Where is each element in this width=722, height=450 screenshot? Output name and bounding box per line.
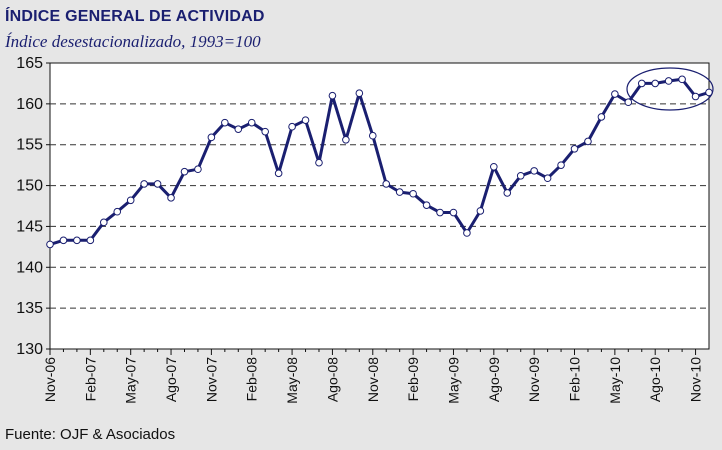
data-point [637, 79, 646, 88]
x-tick-label: Nov-09 [526, 357, 542, 402]
x-tick-label: May-07 [123, 357, 139, 404]
x-tick-label: Ago-10 [647, 357, 663, 402]
data-point [664, 77, 673, 85]
data-point [624, 98, 633, 107]
data-point [328, 91, 337, 100]
data-point [315, 158, 323, 167]
data-point [167, 194, 175, 202]
data-point [409, 189, 417, 198]
data-point [140, 180, 148, 188]
data-point [234, 125, 243, 133]
data-point [476, 207, 485, 215]
x-tick-label: Nov-10 [688, 357, 704, 402]
data-point [46, 240, 54, 249]
data-point [691, 92, 700, 101]
data-point [530, 167, 538, 175]
data-point [221, 118, 229, 127]
data-point [490, 162, 498, 171]
y-tick-label: 150 [16, 178, 43, 195]
x-tick-label: May-08 [284, 357, 300, 404]
x-tick-label: Feb-07 [82, 357, 98, 402]
data-point [342, 136, 350, 144]
y-tick-label: 160 [16, 96, 43, 113]
data-point [570, 145, 579, 153]
data-point [368, 131, 377, 140]
data-point [73, 236, 81, 245]
data-point [355, 89, 364, 98]
chart-title: ÍNDICE GENERAL DE ACTIVIDAD [5, 8, 265, 25]
data-point [194, 165, 202, 174]
data-point [516, 171, 525, 180]
data-point [207, 133, 216, 142]
data-point [59, 236, 68, 245]
highlight-ellipse [626, 67, 714, 111]
data-point [301, 116, 310, 124]
y-tick-label: 135 [16, 300, 43, 317]
x-tick-label: Nov-07 [203, 357, 219, 402]
y-tick-label: 145 [16, 218, 43, 235]
data-point [436, 208, 444, 217]
data-point [422, 201, 431, 209]
data-point [113, 207, 122, 216]
data-point [395, 188, 404, 196]
data-point [261, 127, 269, 136]
data-point [503, 189, 512, 197]
x-tick-label: Ago-09 [486, 357, 502, 402]
y-axis-ticks: 130 135 140 145 150 155 160 165 [16, 55, 50, 358]
x-tick-label: Nov-06 [42, 357, 58, 402]
x-tick-label: May-09 [445, 357, 461, 404]
y-tick-label: 130 [16, 341, 43, 358]
data-point [153, 180, 162, 188]
data-point [449, 208, 458, 217]
data-point [247, 118, 256, 127]
x-tick-label: Ago-07 [163, 357, 179, 402]
x-tick-label: Feb-09 [405, 357, 421, 402]
data-point [126, 196, 135, 205]
x-tick-label: Feb-10 [567, 357, 583, 402]
plot-area [49, 62, 710, 350]
data-point [543, 174, 552, 183]
series-group [46, 75, 713, 249]
data-point [288, 122, 296, 131]
data-point [99, 218, 108, 227]
x-tick-label: Feb-08 [244, 357, 260, 402]
data-point [584, 137, 592, 146]
x-axis-ticks: Nov-06 Feb-07 May-07 Ago-07 Nov-07 Feb-08 May-… [42, 349, 704, 404]
data-point [274, 169, 283, 178]
data-point [382, 180, 391, 188]
chart-subtitle: Índice desestacionalizado, 1993=100 [5, 32, 261, 51]
data-point [86, 236, 95, 245]
data-point [180, 167, 189, 176]
source-note: Fuente: OJF & Asociados [5, 426, 176, 443]
data-point [651, 79, 660, 88]
x-tick-label: Ago-08 [324, 357, 340, 402]
y-tick-label: 165 [16, 55, 43, 72]
data-point [597, 113, 606, 121]
y-tick-label: 155 [16, 137, 43, 154]
x-tick-label: Nov-08 [365, 357, 381, 402]
data-point [611, 90, 619, 98]
data-point [678, 75, 686, 84]
x-tick-label: May-10 [607, 357, 623, 404]
data-point [557, 161, 565, 169]
data-point [463, 229, 471, 237]
y-tick-label: 140 [16, 259, 43, 276]
